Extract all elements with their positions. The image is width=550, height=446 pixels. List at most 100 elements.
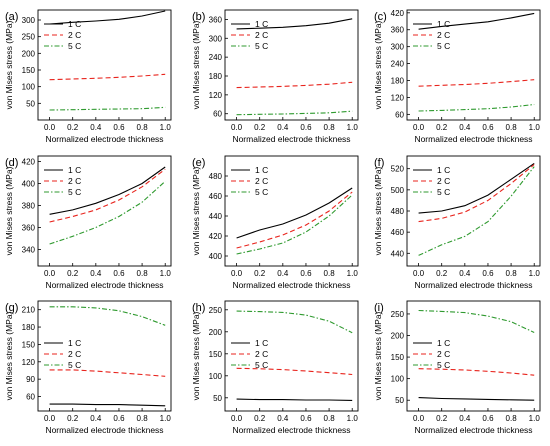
y-tick-label: 100 [209, 372, 223, 381]
y-axis-label: von Mises stress (MPa) [4, 311, 14, 400]
y-tick-label: 440 [209, 212, 223, 221]
y-tick-label: 360 [22, 224, 36, 233]
x-tick-label: 0.4 [90, 269, 102, 278]
legend-label: 2 C [255, 176, 268, 186]
y-tick-label: 400 [22, 180, 36, 189]
panel-label: (g) [5, 302, 18, 314]
x-tick-label: 1.0 [160, 414, 172, 423]
x-tick-label: 0.8 [137, 123, 149, 132]
x-tick-label: 1.0 [160, 123, 172, 132]
y-tick-label: 480 [209, 172, 223, 181]
y-axis-label: von Mises stress (MPa) [373, 166, 383, 255]
y-tick-label: 420 [391, 9, 405, 18]
y-tick-label: 300 [391, 43, 405, 52]
y-tick-label: 120 [22, 358, 36, 367]
series-line-1c [49, 10, 166, 25]
y-tick-label: 360 [209, 15, 223, 24]
legend-label: 5 C [255, 360, 268, 370]
legend-label: 5 C [437, 41, 450, 51]
series-line-2c [49, 369, 166, 377]
x-tick-label: 0.6 [482, 414, 494, 423]
x-tick-label: 0.0 [231, 123, 243, 132]
panel-label: (f) [374, 157, 384, 169]
y-tick-label: 180 [391, 77, 405, 86]
legend-label: 5 C [68, 187, 81, 197]
panel-label: (i) [374, 302, 384, 314]
series-line-5c [49, 180, 166, 245]
legend-label: 2 C [437, 30, 450, 40]
x-tick-label: 0.6 [482, 123, 494, 132]
series-line-1c [236, 18, 353, 30]
y-tick-label: 200 [209, 328, 223, 337]
x-tick-label: 0.8 [506, 414, 518, 423]
y-tick-label: 200 [22, 49, 36, 58]
y-tick-label: 60 [395, 110, 404, 119]
chart-panel-b: (b) 0.0 0.2 0.4 0.6 0.8 1.0 60 120 180 240 300 360 No… [191, 9, 359, 144]
y-tick-label: 440 [391, 249, 405, 258]
y-tick-label: 60 [213, 110, 222, 119]
y-tick-label: 60 [26, 393, 35, 402]
chart-panel-c: (c) 0.0 0.2 0.4 0.6 0.8 1.0 60 120 180 240 300 360 42… [373, 9, 541, 144]
chart-panel-h: (h) 0.0 0.2 0.4 0.6 0.8 1.0 50 100 150 200 250 Norma… [191, 300, 359, 435]
x-tick-label: 0.0 [413, 414, 425, 423]
series-line-2c [49, 73, 166, 81]
x-tick-label: 0.2 [67, 123, 79, 132]
y-tick-label: 150 [391, 353, 405, 362]
y-tick-label: 500 [391, 186, 405, 195]
series-line-1c [418, 397, 535, 401]
series-line-1c [236, 187, 353, 239]
y-axis-label: von Mises stress (MPa) [373, 20, 383, 109]
legend-label: 2 C [437, 349, 450, 359]
y-tick-label: 380 [22, 202, 36, 211]
x-tick-label: 0.6 [300, 269, 312, 278]
x-tick-label: 1.0 [160, 269, 172, 278]
plot-frame [37, 9, 172, 121]
x-axis-label: Normalized electrode thickness [414, 134, 532, 144]
series-line-1c [49, 403, 166, 407]
legend-label: 5 C [68, 41, 81, 51]
x-tick-label: 0.2 [436, 414, 448, 423]
y-tick-label: 250 [209, 306, 223, 315]
y-tick-label: 480 [391, 207, 405, 216]
y-tick-label: 360 [391, 26, 405, 35]
legend-label: 1 C [68, 165, 81, 175]
y-tick-label: 180 [22, 323, 36, 332]
x-tick-label: 0.6 [300, 414, 312, 423]
series-line-2c [236, 367, 353, 376]
panel-label: (a) [5, 11, 18, 23]
chart-panel-g: (g) 0.0 0.2 0.4 0.6 0.8 1.0 60 90 120 150 180 210 Nor… [4, 300, 172, 435]
series-line-1c [418, 12, 535, 30]
plot-frame [37, 155, 172, 267]
y-tick-label: 50 [26, 99, 35, 108]
plot-frame [224, 9, 359, 121]
legend-label: 1 C [255, 338, 268, 348]
y-tick-label: 460 [391, 228, 405, 237]
x-axis-label: Normalized electrode thickness [45, 425, 163, 435]
plot-frame [224, 300, 359, 412]
x-tick-label: 0.0 [413, 269, 425, 278]
x-tick-label: 0.2 [67, 414, 79, 423]
series-line-5c [236, 194, 353, 255]
series-line-5c [418, 103, 535, 112]
series-line-2c [418, 79, 535, 87]
plot-frame [406, 300, 541, 412]
x-tick-label: 1.0 [347, 123, 359, 132]
x-axis-label: Normalized electrode thickness [414, 425, 532, 435]
legend-label: 1 C [437, 165, 450, 175]
y-tick-label: 420 [209, 232, 223, 241]
x-tick-label: 1.0 [347, 269, 359, 278]
x-tick-label: 1.0 [347, 414, 359, 423]
panel-label: (e) [192, 157, 205, 169]
chart-panel-e: (e) 0.0 0.2 0.4 0.6 0.8 1.0 400 420 440 460 480 Norm… [191, 155, 359, 290]
y-tick-label: 180 [209, 72, 223, 81]
y-tick-label: 300 [209, 34, 223, 43]
x-tick-label: 0.6 [300, 123, 312, 132]
y-tick-label: 400 [209, 252, 223, 261]
y-tick-label: 200 [391, 332, 405, 341]
legend-label: 1 C [68, 338, 81, 348]
y-tick-label: 50 [395, 396, 404, 405]
panel-label: (c) [374, 11, 387, 23]
y-tick-label: 150 [209, 350, 223, 359]
